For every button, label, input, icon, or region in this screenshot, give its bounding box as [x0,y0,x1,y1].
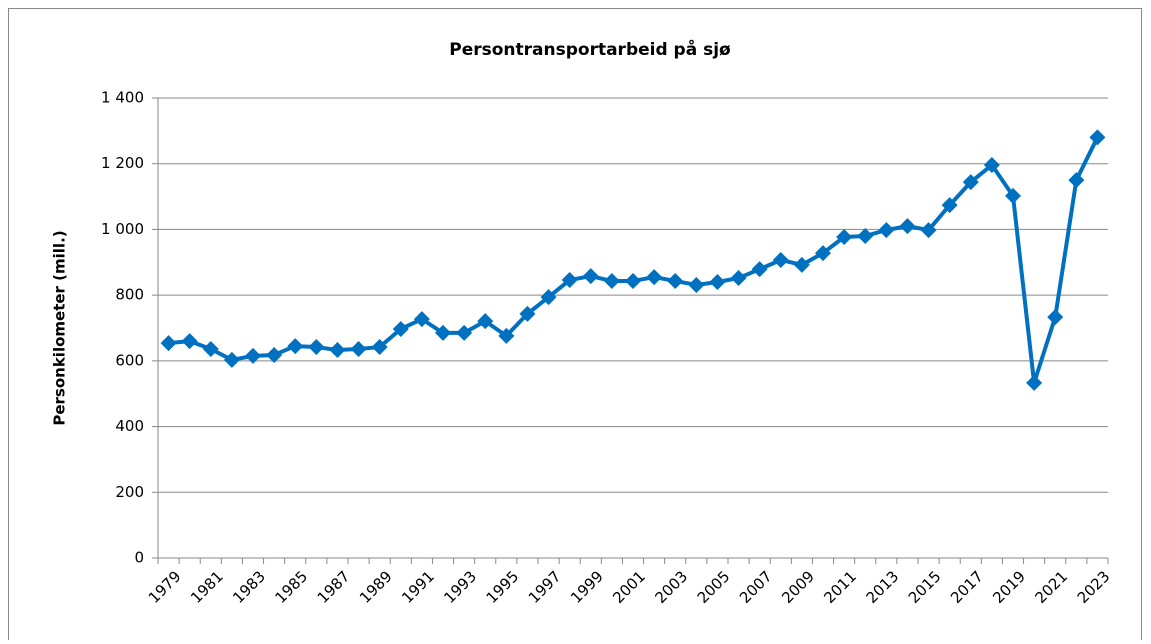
y-tick-label: 200 [115,483,144,501]
y-tick-label: 1 000 [101,220,144,238]
marker [308,339,325,356]
y-tick-label: 1 400 [101,89,144,107]
marker [1047,309,1064,326]
marker [392,320,409,337]
marker [413,311,430,328]
marker [287,338,304,355]
marker [223,351,240,368]
marker [350,341,367,358]
marker [329,342,346,359]
marker [646,269,663,286]
marker [899,218,916,235]
marker [582,268,599,285]
marker [793,256,810,273]
marker [751,261,768,278]
marker [519,305,536,322]
marker [625,273,641,290]
marker [160,335,177,352]
chart-frame [8,8,1142,644]
marker [1005,187,1021,204]
marker [772,251,789,268]
marker [202,341,219,358]
marker [498,327,515,344]
y-tick-label: 1 200 [101,154,144,172]
marker [730,270,747,287]
y-axis-label: Personkilometer (mill.) [51,230,69,425]
marker [540,289,557,306]
marker [836,228,853,245]
marker [603,273,620,290]
marker [1089,129,1106,146]
marker [371,339,388,356]
chart-title: Persontransportarbeid på sjø [449,38,731,60]
y-tick-label: 600 [115,351,144,369]
y-tick-label: 800 [115,286,144,304]
y-tick-label: 0 [134,549,144,567]
marker [1068,172,1085,189]
marker [1026,374,1043,391]
marker [962,174,979,191]
y-tick-label: 400 [115,417,144,435]
marker [245,347,261,364]
marker [941,197,958,214]
marker [477,313,494,330]
marker [561,272,578,289]
marker [456,324,473,341]
marker [688,276,705,293]
marker [815,245,831,262]
marker [920,222,937,239]
marker [857,228,874,244]
marker [266,346,283,363]
marker [709,274,726,290]
marker [181,333,198,350]
marker [435,324,451,341]
marker [983,157,1000,174]
marker [667,273,684,290]
marker [878,222,895,239]
